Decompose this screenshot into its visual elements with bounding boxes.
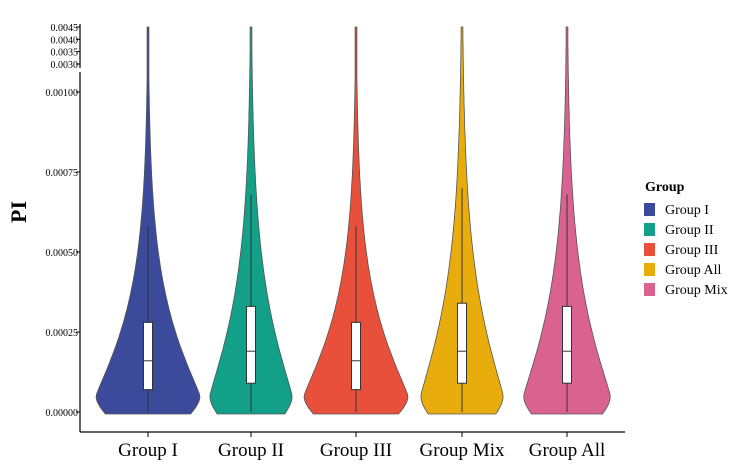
x-tick-label: Group All	[529, 440, 606, 461]
x-tick-label: Group III	[320, 440, 392, 461]
y-tick-label: 0.0040	[51, 35, 79, 46]
legend: Group Group I Group II Group III Group All G…	[644, 180, 728, 298]
y-tick-label: 0.0045	[51, 23, 79, 34]
y-tick-label: 0.00100	[46, 88, 79, 99]
legend-label: Group I	[665, 203, 709, 218]
violin-1	[95, 26, 201, 415]
legend-swatch	[644, 223, 655, 236]
y-tick-label: 0.00075	[46, 168, 79, 179]
iqr-box	[457, 302, 467, 384]
x-tick-label: Group II	[218, 440, 284, 461]
violin-3	[303, 26, 409, 415]
legend-label: Group All	[665, 263, 722, 278]
x-tick-label: Group I	[118, 440, 178, 461]
axes: 0.00000 0.00025 0.00050 0.00075 0.00100 0.003…	[46, 23, 625, 461]
legend-swatch	[644, 243, 655, 256]
boxplots	[143, 188, 572, 412]
y-axis-label: PI	[6, 201, 31, 223]
iqr-box	[562, 305, 572, 384]
y-tick-label: 0.0030	[51, 60, 79, 71]
legend-label: Group III	[665, 243, 719, 258]
x-tick-label: Group Mix	[420, 440, 505, 461]
iqr-box	[246, 305, 256, 384]
y-tick-label: 0.00025	[46, 328, 79, 339]
y-tick-label: 0.00000	[46, 408, 79, 419]
legend-swatch	[644, 283, 655, 296]
legend-label: Group II	[665, 223, 714, 238]
legend-label: Group Mix	[665, 283, 728, 298]
iqr-box	[143, 321, 153, 391]
y-tick-label: 0.0035	[51, 48, 79, 59]
legend-title: Group	[645, 180, 685, 195]
iqr-box	[351, 321, 361, 391]
legend-swatch	[644, 203, 655, 216]
y-tick-label: 0.00050	[46, 248, 79, 259]
legend-swatch	[644, 263, 655, 276]
